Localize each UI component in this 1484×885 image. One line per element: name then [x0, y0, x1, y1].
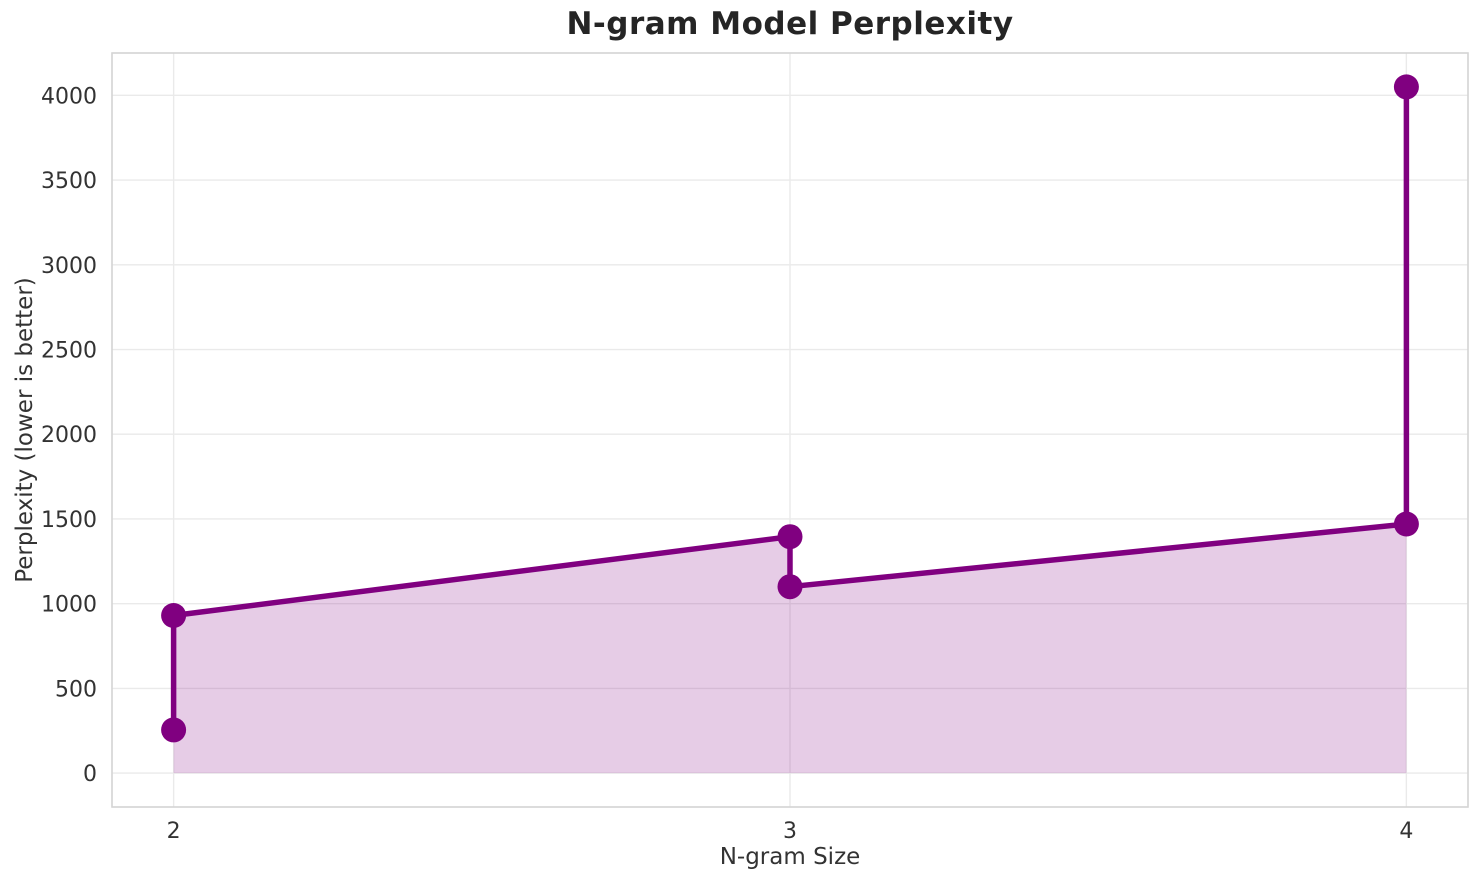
y-tick-label: 4000: [41, 84, 97, 109]
data-point-marker: [1393, 511, 1419, 537]
y-tick-label: 3000: [41, 254, 97, 279]
y-tick-label: 2000: [41, 423, 97, 448]
y-tick-label: 1500: [41, 508, 97, 533]
chart-title: N-gram Model Perplexity: [566, 6, 1014, 42]
x-tick-label: 4: [1399, 819, 1413, 844]
x-tick-label: 2: [167, 819, 181, 844]
y-tick-label: 3500: [41, 169, 97, 194]
data-point-marker: [161, 717, 187, 743]
data-point-marker: [161, 603, 187, 628]
data-point-marker: [777, 524, 803, 550]
y-tick-label: 500: [55, 677, 97, 702]
plot-border: [111, 52, 1469, 808]
y-tick-label: 1000: [41, 593, 97, 618]
x-tick-label: 3: [783, 819, 797, 844]
data-point-marker: [1393, 74, 1419, 100]
x-axis-label: N-gram Size: [719, 844, 861, 870]
area-fill: [173, 524, 1407, 774]
y-tick-label: 2500: [41, 339, 97, 364]
data-point-marker: [777, 574, 803, 600]
y-tick-label: 0: [83, 762, 97, 787]
series-line: [170, 84, 1410, 733]
